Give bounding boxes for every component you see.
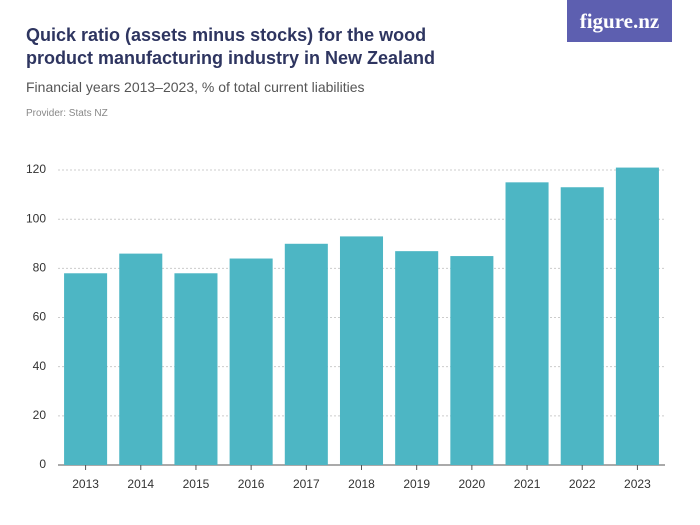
y-tick-label: 20 — [33, 408, 47, 422]
y-tick-label: 60 — [33, 310, 47, 324]
bar — [284, 243, 328, 465]
x-tick-label: 2018 — [348, 477, 375, 491]
bar — [560, 187, 604, 465]
y-tick-label: 0 — [39, 457, 46, 471]
y-tick-label: 40 — [33, 359, 47, 373]
x-tick-label: 2020 — [459, 477, 486, 491]
bar — [339, 236, 384, 465]
x-tick-label: 2022 — [569, 477, 596, 491]
bar — [505, 182, 549, 465]
x-tick-label: 2023 — [624, 477, 651, 491]
x-tick-label: 2016 — [238, 477, 265, 491]
brand-logo[interactable]: figure.nz — [567, 0, 672, 42]
y-tick-label: 80 — [33, 261, 47, 275]
x-tick-label: 2015 — [183, 477, 210, 491]
bar — [229, 258, 273, 465]
y-tick-label: 100 — [26, 211, 46, 225]
x-tick-label: 2019 — [403, 477, 430, 491]
chart-subtitle: Financial years 2013–2023, % of total cu… — [26, 79, 365, 95]
bar — [450, 256, 494, 465]
x-tick-label: 2017 — [293, 477, 320, 491]
x-tick-label: 2014 — [127, 477, 154, 491]
chart-title: Quick ratio (assets minus stocks) for th… — [26, 25, 436, 68]
y-tick-label: 120 — [26, 162, 46, 176]
bar — [615, 167, 659, 465]
bar — [395, 251, 439, 465]
bar — [64, 273, 108, 465]
x-tick-label: 2021 — [514, 477, 541, 491]
x-tick-label: 2013 — [72, 477, 99, 491]
provider: Provider: Stats NZ — [26, 108, 108, 119]
bar — [174, 273, 218, 465]
bar — [119, 253, 163, 465]
